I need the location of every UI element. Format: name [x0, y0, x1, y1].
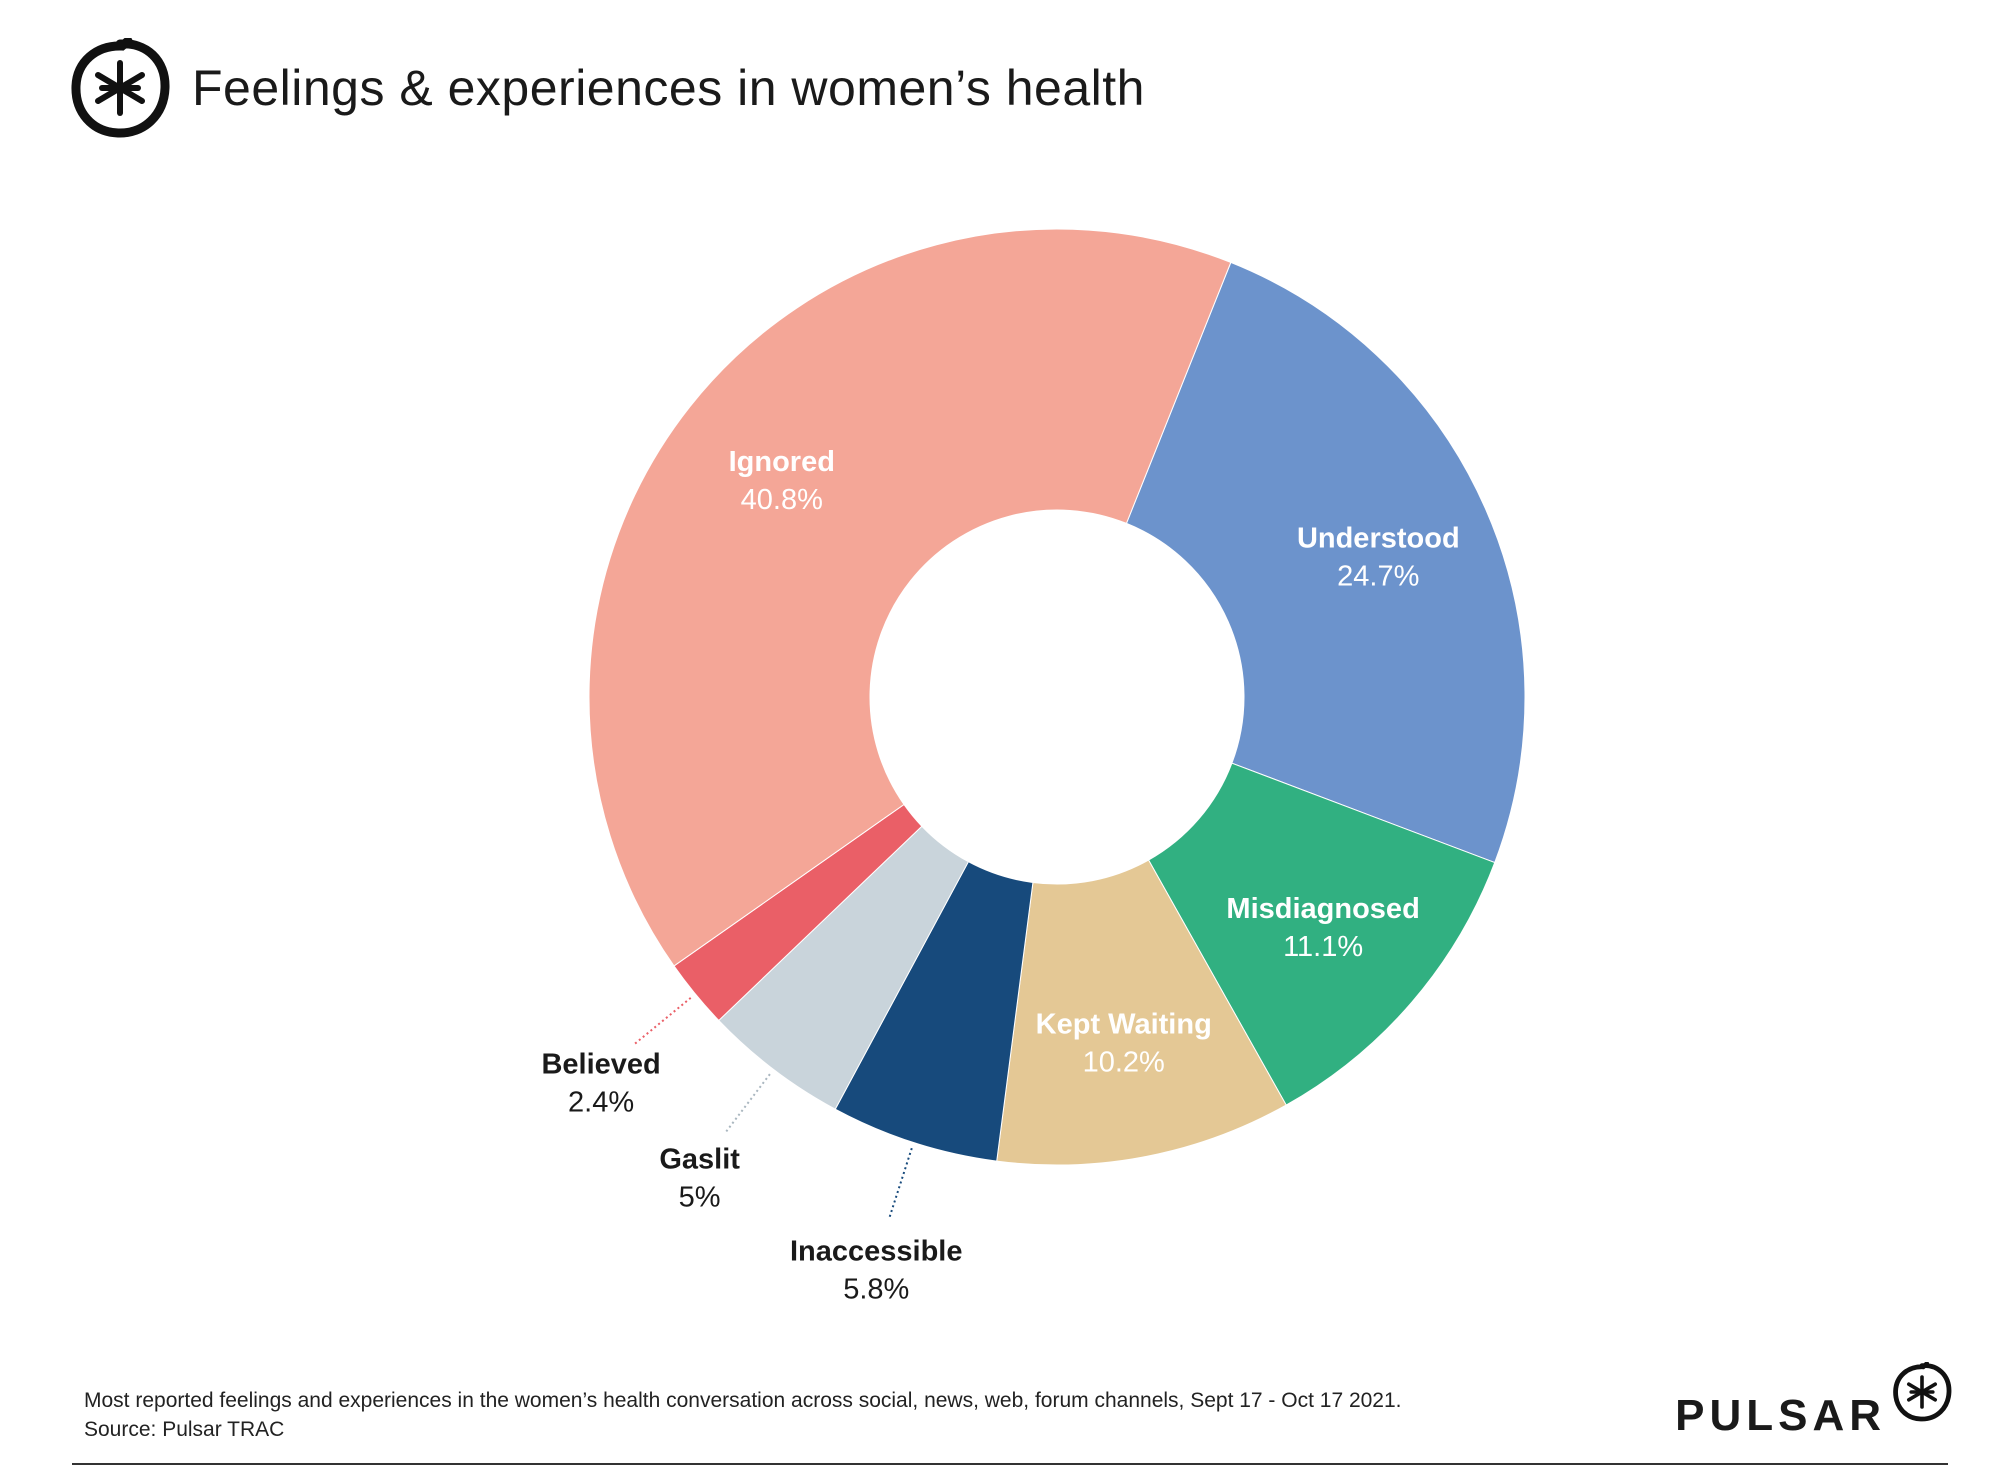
- value-label-understood: 24.7%: [1337, 561, 1419, 593]
- chart-labels: Understood 24.7% Misdiagnosed 11.1% Kept Wai…: [541, 446, 1459, 1305]
- category-label-kept-waiting: Kept Waiting: [1036, 1009, 1212, 1041]
- value-label-gaslit: 5%: [679, 1181, 721, 1213]
- value-label-misdiagnosed: 11.1%: [1283, 931, 1363, 963]
- brand-logo: PULSAR: [1675, 1362, 1952, 1438]
- category-label-believed: Believed: [541, 1048, 660, 1080]
- brand-wordmark: PULSAR: [1675, 1391, 1886, 1440]
- leader-line-believed: [634, 997, 692, 1045]
- category-label-ignored: Ignored: [729, 446, 835, 478]
- slice-misdiagnosed: [1147, 762, 1496, 1106]
- slice-ignored: [588, 228, 1232, 967]
- value-label-kept-waiting: 10.2%: [1083, 1047, 1165, 1079]
- leader-line-gaslit: [725, 1073, 771, 1133]
- value-label-believed: 2.4%: [568, 1086, 634, 1118]
- value-label-inaccessible: 5.8%: [843, 1274, 909, 1306]
- footer-divider: [72, 1463, 1948, 1465]
- chart-leader-lines: [634, 997, 913, 1218]
- slice-kept-waiting: [996, 859, 1287, 1166]
- asterisk-circle-icon: [1893, 1362, 1952, 1422]
- source-text: Source: Pulsar TRAC: [84, 1418, 285, 1441]
- category-label-understood: Understood: [1297, 523, 1460, 555]
- slice-understood: [1125, 261, 1526, 864]
- page-title: Feelings & experiences in women’s health: [192, 60, 1145, 116]
- asterisk-circle-icon: [71, 38, 170, 138]
- category-label-misdiagnosed: Misdiagnosed: [1226, 893, 1419, 925]
- value-label-ignored: 40.8%: [741, 484, 823, 516]
- category-label-gaslit: Gaslit: [659, 1143, 740, 1175]
- leader-line-inaccessible: [888, 1147, 913, 1218]
- header: Feelings & experiences in women’s health: [70, 36, 1145, 140]
- category-label-inaccessible: Inaccessible: [790, 1236, 963, 1268]
- chart-slices: [588, 228, 1526, 1166]
- footnote-text: Most reported feelings and experiences i…: [84, 1389, 1402, 1412]
- chart-footnote: Most reported feelings and experiences i…: [84, 1386, 1402, 1444]
